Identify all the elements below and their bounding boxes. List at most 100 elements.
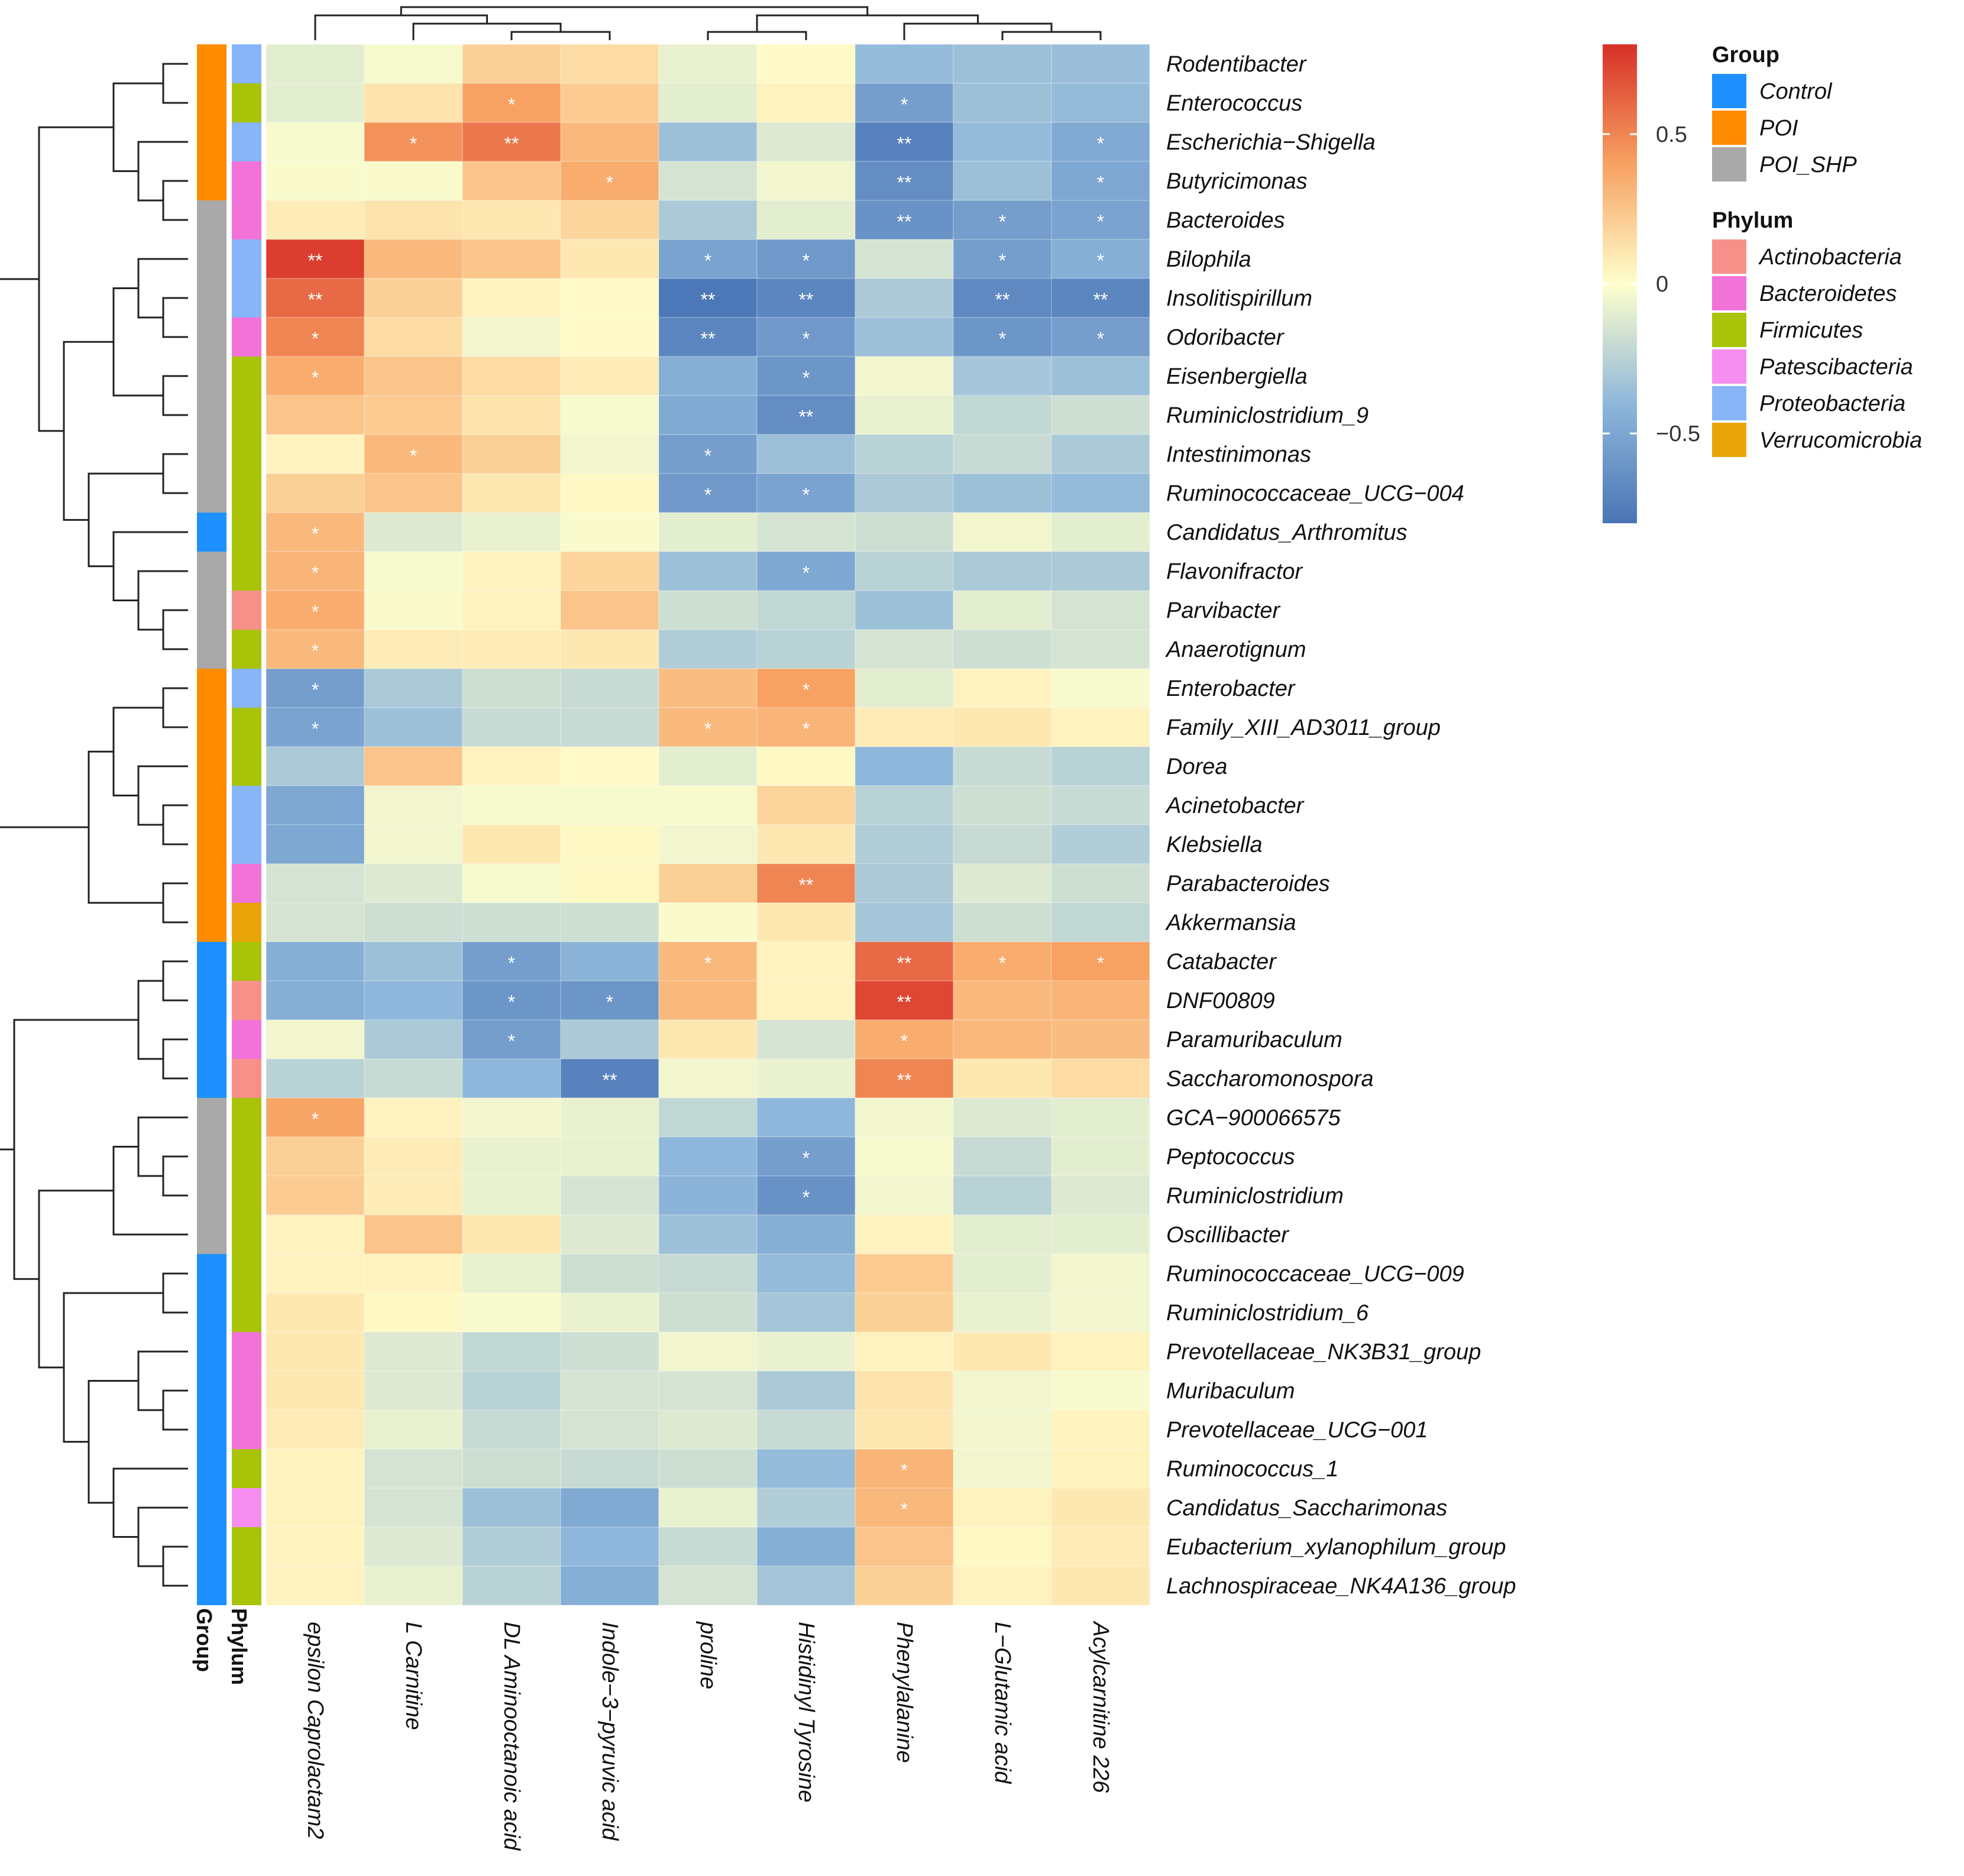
heatmap-cell <box>1051 1410 1150 1450</box>
heatmap-cell <box>855 395 954 435</box>
heatmap-cell <box>1051 434 1150 474</box>
heatmap-cell <box>364 1488 463 1528</box>
heatmap-cell <box>462 668 561 708</box>
heatmap-cell <box>560 746 659 786</box>
row-label: Ruminiclostridium_9 <box>1166 403 1368 428</box>
heatmap-cell <box>560 1449 659 1489</box>
phylum-annotation-cell <box>232 1449 261 1488</box>
heatmap-cell <box>855 629 954 669</box>
row-label: Bilophila <box>1166 247 1251 272</box>
row-label: Escherichia−Shigella <box>1166 130 1376 155</box>
group-annotation-cell <box>197 942 227 981</box>
heatmap-cell <box>462 239 561 279</box>
phylum-annotation-title: Phylum <box>227 1608 251 1685</box>
phylum-annotation-cell <box>232 864 261 903</box>
significance-star: ** <box>897 172 912 193</box>
dendrogram-branch <box>162 609 188 650</box>
dendrogram-branch <box>162 1272 188 1314</box>
group-annotation-cell <box>197 200 227 239</box>
heatmap-cell <box>855 44 954 84</box>
heatmap-cell <box>1051 512 1150 552</box>
dendrogram-branch <box>162 1389 188 1431</box>
color-scale-tick-label: −0.5 <box>1656 422 1700 446</box>
row-label: GCA−900066575 <box>1166 1106 1341 1130</box>
row-labels: Rodentibacter Enterococcus Escherichia−Shi… <box>1165 52 1516 1599</box>
heatmap-cell <box>560 1410 659 1450</box>
heatmap-cell <box>953 551 1052 591</box>
heatmap-cell <box>855 434 954 474</box>
color-scale-tick-label: 0 <box>1656 272 1668 297</box>
row-label: Odoribacter <box>1166 325 1284 350</box>
heatmap-cell <box>1051 902 1150 942</box>
heatmap-cell <box>953 278 1052 318</box>
significance-star: ** <box>897 992 912 1013</box>
heatmap-cell <box>364 863 463 903</box>
phylum-annotation-cell <box>232 1488 261 1527</box>
heatmap-cell <box>855 902 954 942</box>
heatmap-cell <box>364 122 463 162</box>
heatmap-cell <box>855 1370 954 1411</box>
significance-star: ** <box>1093 289 1108 310</box>
heatmap-cell <box>462 1175 561 1216</box>
heatmap-cell <box>266 1488 365 1528</box>
heatmap-cell <box>560 1370 659 1411</box>
phylum-annotation-cell <box>232 1176 261 1215</box>
heatmap-cell <box>266 1370 365 1411</box>
phylum-annotation-cell <box>232 161 261 200</box>
phylum-annotation-cell <box>232 552 261 591</box>
heatmap-cell <box>364 1253 463 1294</box>
heatmap-cell <box>953 434 1052 474</box>
group-annotation-cell <box>197 1137 227 1176</box>
heatmap-cell <box>462 1292 561 1333</box>
heatmap-cell <box>953 161 1052 201</box>
legend-label: Actinobacteria <box>1758 245 1902 270</box>
heatmap-cell <box>1051 746 1150 786</box>
group-annotation-cell <box>197 1566 227 1605</box>
heatmap-cell <box>953 1058 1052 1099</box>
heatmap-cell <box>756 1331 856 1372</box>
heatmap-cell <box>266 902 365 942</box>
phylum-annotation-cell <box>232 1332 261 1371</box>
heatmap-cell <box>1051 1566 1150 1606</box>
dendrogram-branch <box>162 882 188 924</box>
color-scale-legend: 0.5 0 −0.5 <box>1603 44 1700 523</box>
group-annotation-cell <box>197 1254 227 1293</box>
heatmap-cell <box>855 356 954 396</box>
phylum-annotation-cell <box>232 396 261 435</box>
heatmap-cell <box>855 1488 954 1528</box>
heatmap-cell <box>1051 707 1150 747</box>
row-label: Ruminococcaceae_UCG−009 <box>1166 1262 1464 1287</box>
heatmap-cell <box>364 395 463 435</box>
group-annotation-cell <box>197 161 227 200</box>
legend-title: Group <box>1712 43 1779 67</box>
heatmap-cell <box>1051 161 1150 201</box>
heatmap-cell <box>1051 785 1150 825</box>
heatmap-cell <box>560 980 659 1020</box>
significance-star: * <box>1097 250 1104 271</box>
heatmap-cell <box>855 1175 954 1216</box>
heatmap-cell <box>462 707 561 747</box>
heatmap-cell <box>756 83 856 123</box>
heatmap-cell <box>560 1253 659 1294</box>
heatmap-cell <box>1051 1488 1150 1528</box>
heatmap-cell <box>266 122 365 162</box>
legend-label: Proteobacteria <box>1759 391 1905 416</box>
column-label: Indole−3−pyruvic acid <box>597 1622 622 1842</box>
heatmap-cell <box>855 980 954 1020</box>
heatmap-cell <box>658 1410 758 1450</box>
heatmap-cell <box>1051 1214 1150 1255</box>
significance-star: * <box>410 133 417 154</box>
heatmap-cell <box>756 1214 856 1255</box>
group-annotation-cell <box>197 708 227 747</box>
heatmap-cell <box>953 512 1052 552</box>
heatmap-cell <box>953 1253 1052 1294</box>
dendrogram-branch <box>707 31 807 40</box>
heatmap-cell <box>462 1331 561 1372</box>
heatmap-cell <box>756 1527 856 1567</box>
significance-star: * <box>312 562 319 584</box>
heatmap-cell <box>756 122 856 162</box>
heatmap-cell <box>560 1566 659 1606</box>
legend-label: Verrucomicrobia <box>1759 428 1922 453</box>
dendrogram-branch <box>162 297 188 338</box>
heatmap-cell <box>756 512 856 552</box>
